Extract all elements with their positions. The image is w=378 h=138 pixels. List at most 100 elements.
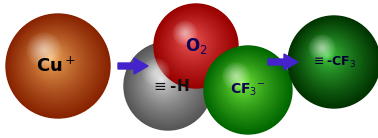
Circle shape — [159, 77, 165, 83]
Circle shape — [129, 46, 206, 124]
Circle shape — [240, 82, 244, 86]
Circle shape — [141, 59, 188, 106]
Circle shape — [40, 49, 63, 71]
Circle shape — [309, 37, 352, 80]
Circle shape — [306, 34, 355, 83]
Circle shape — [8, 16, 107, 115]
Circle shape — [189, 39, 191, 41]
Circle shape — [179, 27, 191, 39]
Circle shape — [311, 39, 349, 77]
Circle shape — [145, 63, 183, 101]
Circle shape — [143, 59, 169, 85]
Circle shape — [173, 23, 212, 62]
Circle shape — [153, 71, 173, 91]
Circle shape — [208, 50, 287, 129]
Circle shape — [301, 28, 363, 91]
Circle shape — [224, 66, 265, 107]
Circle shape — [218, 60, 273, 115]
Circle shape — [15, 23, 98, 106]
Circle shape — [133, 51, 200, 118]
Circle shape — [321, 49, 336, 64]
Circle shape — [165, 15, 223, 74]
Circle shape — [291, 19, 376, 104]
Circle shape — [132, 50, 202, 120]
Circle shape — [319, 47, 338, 66]
Circle shape — [236, 78, 248, 90]
Circle shape — [166, 16, 222, 72]
Circle shape — [26, 34, 83, 91]
Circle shape — [143, 61, 186, 104]
Circle shape — [161, 11, 228, 78]
Circle shape — [311, 37, 333, 59]
Circle shape — [299, 27, 365, 93]
Circle shape — [11, 19, 103, 111]
Circle shape — [141, 59, 189, 107]
Circle shape — [184, 31, 186, 34]
Circle shape — [7, 15, 109, 117]
Circle shape — [209, 51, 285, 127]
Circle shape — [27, 35, 81, 89]
Circle shape — [155, 5, 237, 87]
Circle shape — [320, 48, 337, 65]
Circle shape — [126, 44, 209, 128]
Circle shape — [33, 41, 73, 81]
Circle shape — [215, 57, 277, 119]
Circle shape — [20, 28, 91, 99]
Circle shape — [178, 28, 205, 55]
Circle shape — [234, 76, 251, 94]
Circle shape — [161, 79, 162, 80]
Circle shape — [312, 38, 332, 58]
Circle shape — [296, 24, 369, 97]
Circle shape — [182, 32, 200, 50]
Circle shape — [135, 53, 198, 116]
Circle shape — [226, 68, 262, 104]
Circle shape — [304, 32, 358, 86]
Circle shape — [293, 21, 373, 101]
Circle shape — [303, 31, 360, 88]
Circle shape — [213, 55, 280, 122]
Circle shape — [289, 17, 378, 106]
Circle shape — [38, 46, 67, 75]
Circle shape — [208, 50, 286, 128]
Circle shape — [294, 22, 372, 100]
Circle shape — [238, 80, 246, 88]
Circle shape — [186, 36, 195, 45]
Circle shape — [34, 42, 72, 80]
FancyArrow shape — [268, 54, 298, 70]
Circle shape — [46, 55, 55, 63]
Circle shape — [233, 73, 239, 79]
Circle shape — [326, 54, 329, 57]
Circle shape — [234, 77, 251, 93]
Circle shape — [322, 50, 334, 62]
Circle shape — [214, 56, 279, 120]
Circle shape — [156, 6, 235, 86]
Circle shape — [152, 70, 174, 92]
Circle shape — [156, 74, 169, 87]
Circle shape — [124, 42, 212, 130]
Circle shape — [29, 38, 78, 86]
Circle shape — [160, 78, 164, 82]
Circle shape — [158, 8, 232, 82]
Circle shape — [157, 75, 167, 85]
Circle shape — [187, 37, 193, 43]
Circle shape — [183, 33, 199, 49]
Circle shape — [22, 30, 88, 96]
Circle shape — [39, 46, 66, 74]
Circle shape — [158, 76, 166, 84]
Circle shape — [25, 33, 84, 92]
Circle shape — [324, 52, 332, 59]
Circle shape — [233, 75, 253, 94]
Circle shape — [144, 60, 167, 83]
Circle shape — [327, 55, 328, 56]
Circle shape — [205, 47, 290, 132]
Circle shape — [164, 14, 225, 75]
Circle shape — [156, 74, 168, 86]
Circle shape — [184, 34, 197, 47]
Circle shape — [142, 60, 187, 106]
Circle shape — [169, 19, 217, 67]
Circle shape — [167, 17, 220, 70]
Circle shape — [302, 30, 361, 89]
Circle shape — [25, 32, 85, 93]
Circle shape — [180, 30, 203, 53]
Circle shape — [36, 44, 69, 77]
